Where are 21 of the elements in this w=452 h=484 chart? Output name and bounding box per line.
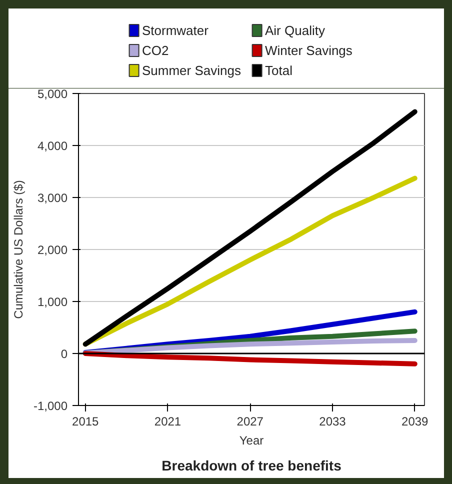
legend-label: Stormwater [142,23,210,38]
legend-label: Air Quality [264,23,326,38]
y-tick-label: 0 [60,347,68,361]
y-tick-label: 2,000 [37,243,68,257]
y-tick-label: 3,000 [37,191,68,205]
x-tick-label: 2039 [402,414,429,428]
text: Breakdown of tree benefits [162,458,342,474]
x-axis-title: Year [239,434,264,448]
y-tick-label: -1,000 [33,399,68,413]
legend-label: Summer Savings [142,63,242,78]
legend-label: Winter Savings [264,43,353,58]
legend-label: CO2 [142,43,169,58]
x-tick-label: 2033 [319,414,346,428]
y-tick-label: 4,000 [37,139,68,153]
legend-label: Total [264,63,293,78]
y-tick-label: 5,000 [37,87,68,101]
x-tick-label: 2027 [236,414,264,428]
x-tick-label: 2015 [72,414,100,428]
y-axis-title: Cumulative US Dollars ($) [11,180,26,319]
y-tick-label: 1,000 [37,295,68,309]
x-tick-label: 2021 [154,414,182,428]
